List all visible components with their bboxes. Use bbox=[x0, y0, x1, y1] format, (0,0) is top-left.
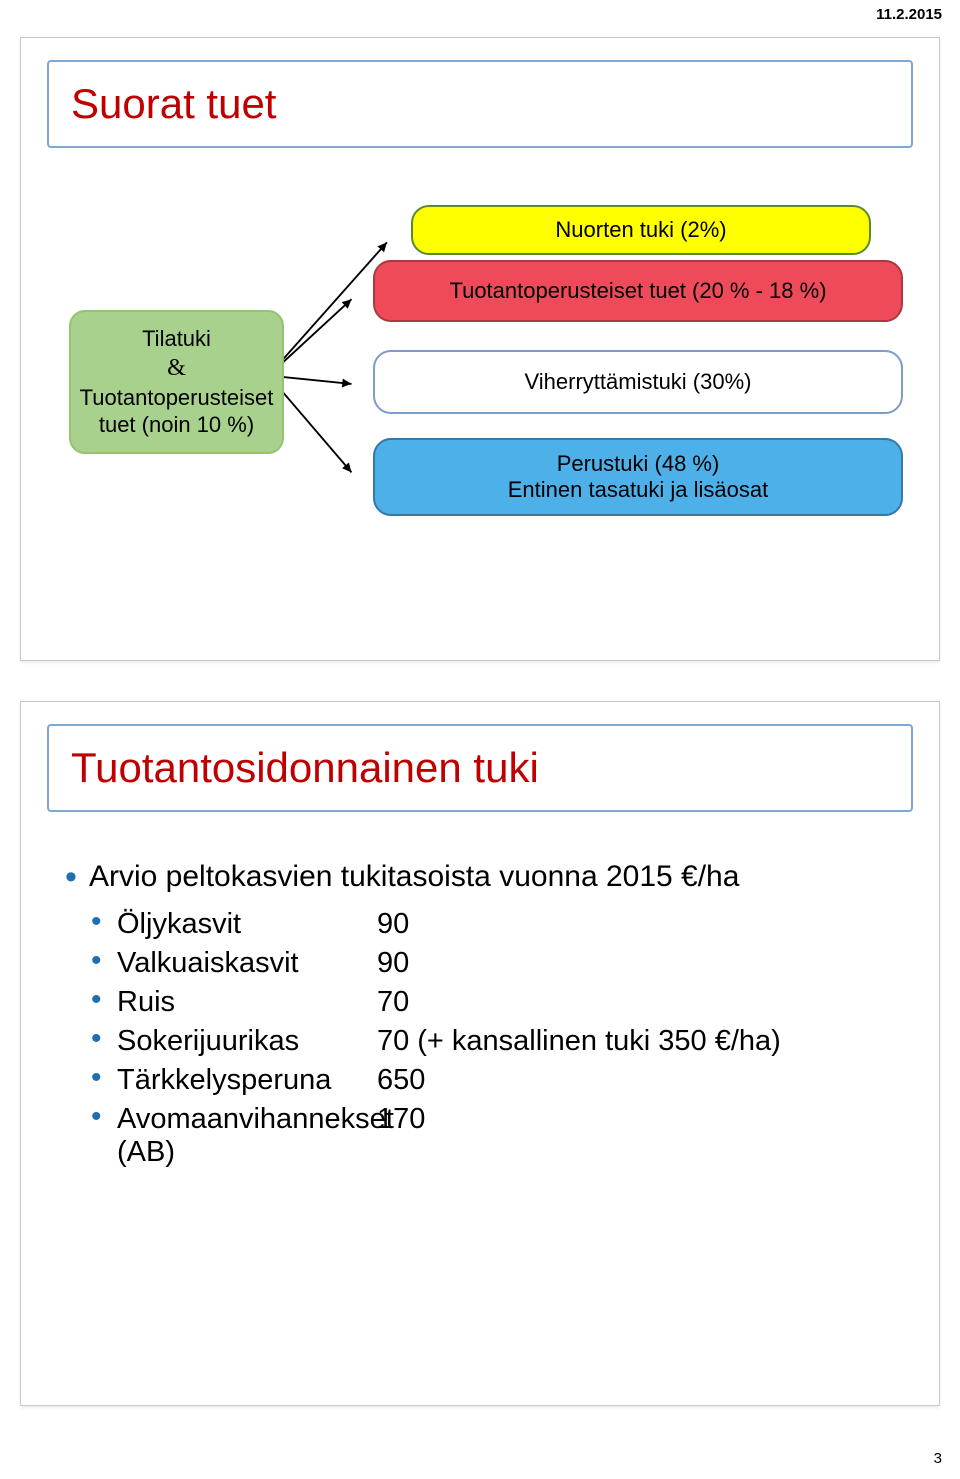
slide2-title: Tuotantosidonnainen tuki bbox=[71, 744, 889, 792]
slide2-title-frame: Tuotantosidonnainen tuki bbox=[47, 724, 913, 812]
slide1-title: Suorat tuet bbox=[71, 80, 889, 128]
item-label: Öljykasvit bbox=[117, 908, 377, 941]
slide2-level2-list: Öljykasvit90Valkuaiskasvit90Ruis70Sokeri… bbox=[89, 908, 899, 1169]
item-value: 70 bbox=[377, 986, 409, 1019]
item-label: Tärkkelysperuna bbox=[117, 1064, 377, 1097]
slide1-body: Tilatuki &Tuotantoperusteisettuet (noin 1… bbox=[21, 156, 939, 660]
source-line3: tuet (noin 10 %) bbox=[99, 412, 254, 437]
diagram-target-1: Tuotantoperusteiset tuet (20 % - 18 %) bbox=[373, 260, 903, 322]
item-value: 90 bbox=[377, 908, 409, 941]
target-label: Tuotantoperusteiset tuet (20 % - 18 %) bbox=[449, 278, 826, 304]
diagram-target-2: Viherryttämistuki (30%) bbox=[373, 350, 903, 414]
item-note: (+ kansallinen tuki 350 €/ha) bbox=[417, 1025, 781, 1058]
item-label: Avomaanvihannekset (AB) bbox=[117, 1103, 377, 1169]
target-sublabel: Entinen tasatuki ja lisäosat bbox=[508, 477, 769, 503]
source-amp: & bbox=[79, 354, 274, 383]
target-label: Nuorten tuki (2%) bbox=[555, 217, 726, 243]
slide2-item-1: Valkuaiskasvit90 bbox=[89, 947, 899, 980]
slide2-item-3: Sokerijuurikas70(+ kansallinen tuki 350 … bbox=[89, 1025, 899, 1058]
slide-2: Tuotantosidonnainen tuki Arvio peltokasv… bbox=[20, 701, 940, 1406]
item-label: Sokerijuurikas bbox=[117, 1025, 377, 1058]
slide-1: Suorat tuet Tilatuki&Tuotantoperusteiset… bbox=[20, 37, 940, 661]
slide2-item-2: Ruis70 bbox=[89, 986, 899, 1019]
slide2-item-4: Tärkkelysperuna650 bbox=[89, 1064, 899, 1097]
item-value: 170 bbox=[377, 1103, 425, 1169]
slide2-item-0: Öljykasvit90 bbox=[89, 908, 899, 941]
item-label: Ruis bbox=[117, 986, 377, 1019]
slide2-body: Arvio peltokasvien tukitasoista vuonna 2… bbox=[21, 820, 939, 1405]
item-value: 70 bbox=[377, 1025, 409, 1058]
slide2-headline: Arvio peltokasvien tukitasoista vuonna 2… bbox=[89, 860, 739, 893]
diagram-target-0: Nuorten tuki (2%) bbox=[411, 205, 871, 255]
diagram-source-box: Tilatuki &Tuotantoperusteisettuet (noin 1… bbox=[69, 310, 284, 454]
source-line2: Tuotantoperusteiset bbox=[80, 385, 274, 410]
slide2-item-5: Avomaanvihannekset (AB)170 bbox=[89, 1103, 899, 1169]
source-line1: Tilatuki bbox=[142, 326, 211, 351]
header-date: 11.2.2015 bbox=[0, 0, 960, 27]
slide2-level1-list: Arvio peltokasvien tukitasoista vuonna 2… bbox=[61, 860, 899, 1169]
item-value: 650 bbox=[377, 1064, 425, 1097]
diagram-target-3: Perustuki (48 %)Entinen tasatuki ja lisä… bbox=[373, 438, 903, 516]
slide1-title-frame: Suorat tuet bbox=[47, 60, 913, 148]
slide2-spacer bbox=[61, 1185, 899, 1365]
item-label: Valkuaiskasvit bbox=[117, 947, 377, 980]
slide2-headline-item: Arvio peltokasvien tukitasoista vuonna 2… bbox=[61, 860, 899, 1169]
item-value: 90 bbox=[377, 947, 409, 980]
diagram: Tilatuki &Tuotantoperusteisettuet (noin 1… bbox=[61, 200, 899, 620]
target-label: Viherryttämistuki (30%) bbox=[525, 369, 752, 395]
page-number: 3 bbox=[0, 1446, 960, 1477]
target-label: Perustuki (48 %) bbox=[557, 451, 720, 477]
